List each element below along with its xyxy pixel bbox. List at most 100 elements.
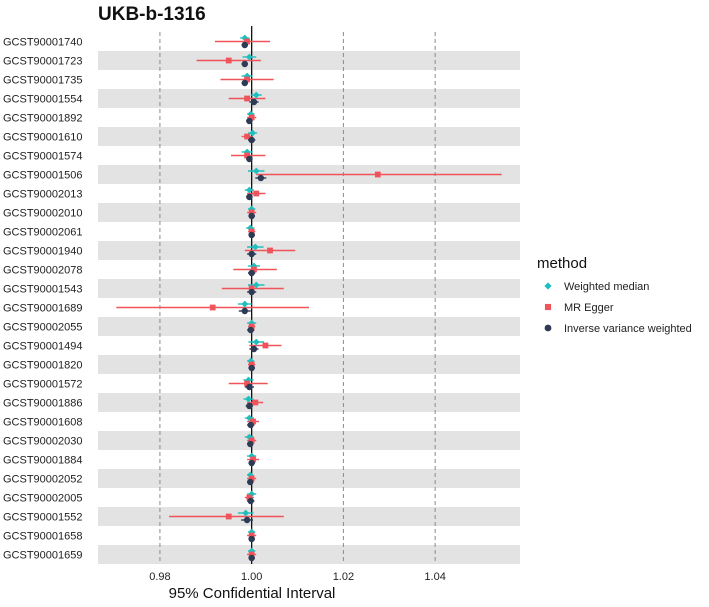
y-tick-label: GCST90002061 (3, 227, 83, 239)
y-tick-label: GCST90001552 (3, 512, 83, 524)
legend-item: Weighted median (544, 281, 649, 293)
y-tick-label: GCST90001723 (3, 56, 83, 68)
mr-egger-point (209, 304, 216, 311)
mr-egger-point (244, 76, 250, 83)
x-tick-labels: 0.98 1.00 1.02 1.04 (149, 571, 446, 583)
y-tick-label: GCST90002005 (3, 493, 83, 505)
weighted-median-point (245, 433, 253, 441)
mr-egger-point (251, 266, 257, 273)
y-tick-label: GCST90001610 (3, 132, 83, 144)
inverse-variance-weighted-point (250, 345, 258, 353)
y-tick-label: GCST90001735 (3, 75, 83, 87)
y-tick-label: GCST90001689 (3, 303, 83, 315)
weighted-median-point (252, 167, 260, 175)
inverse-variance-weighted-point (246, 402, 253, 410)
point-estimates (209, 34, 381, 562)
chart-title: UKB-b-1316 (98, 4, 206, 25)
y-tick-label: GCST90001494 (3, 341, 83, 353)
inverse-variance-weighted-point (248, 212, 255, 220)
row-stripe (98, 317, 520, 336)
inverse-variance-weighted-point (248, 554, 255, 562)
mr-egger-point (248, 361, 255, 368)
weighted-median-point (252, 91, 260, 99)
row-stripe (98, 89, 520, 108)
inverse-variance-weighted-point (246, 383, 253, 391)
mr-egger-point (248, 285, 255, 292)
inverse-variance-weighted-point (257, 174, 265, 182)
mr-egger-point (244, 38, 250, 45)
mr-egger-point (248, 551, 255, 558)
mr-egger-point (248, 323, 255, 330)
inverse-variance-weighted-point (247, 478, 254, 486)
inverse-variance-weighted-point (248, 136, 255, 144)
inverse-variance-weighted-point (243, 516, 251, 524)
inverse-variance-weighted-point (241, 60, 249, 68)
mr-egger-point (244, 152, 250, 159)
y-tick-label: GCST90002030 (3, 436, 83, 448)
inverse-variance-weighted-point (241, 41, 249, 49)
mr-egger-point (253, 190, 260, 197)
mr-egger-point (250, 456, 256, 463)
y-tick-label: GCST90001892 (3, 113, 83, 125)
mr-egger-point (248, 228, 255, 235)
inverse-variance-weighted-point (248, 288, 255, 296)
inverse-variance-weighted-point (248, 364, 255, 372)
mr-egger-point (244, 133, 250, 140)
mr-egger-point (225, 513, 232, 520)
weighted-median-point (245, 376, 252, 384)
weighted-median-point (245, 186, 253, 194)
inverse-variance-weighted-point (248, 250, 255, 258)
legend-item: MR Egger (544, 302, 614, 314)
weighted-median-point (248, 452, 256, 460)
mr-egger-point (225, 57, 232, 64)
y-tick-label: GCST90002010 (3, 208, 83, 220)
mr-egger-point (248, 114, 255, 121)
weighted-median-point (248, 319, 256, 327)
row-stripe (98, 203, 520, 222)
y-tick-label: GCST90001608 (3, 417, 83, 429)
legend-label: Weighted median (564, 281, 649, 293)
row-stripe (98, 507, 520, 526)
y-tick-label: GCST90001659 (3, 550, 83, 562)
inverse-variance-weighted-point (246, 155, 253, 163)
mr-egger-point (267, 247, 273, 254)
y-tick-label: GCST90002052 (3, 474, 83, 486)
inverse-variance-weighted-point (247, 421, 254, 429)
legend-key-diamond (544, 282, 552, 290)
y-tick-label: GCST90001740 (3, 37, 83, 49)
row-stripe (98, 545, 520, 564)
inverse-variance-weighted-point (241, 307, 249, 315)
y-tick-label: GCST90001506 (3, 170, 83, 182)
weighted-median-point (250, 262, 258, 270)
legend-key-square (544, 303, 552, 311)
inverse-variance-weighted-point (248, 231, 255, 239)
y-tick-label: GCST90002013 (3, 189, 83, 201)
weighted-median-point (245, 53, 253, 61)
inverse-variance-weighted-point (247, 440, 254, 448)
y-tick-label: GCST90001820 (3, 360, 83, 372)
y-tick-label: GCST90002055 (3, 322, 83, 334)
mr-egger-point (250, 418, 256, 425)
y-tick-label: GCST90001658 (3, 531, 83, 543)
row-stripe (98, 393, 520, 412)
weighted-median-point (242, 509, 250, 517)
x-tick-label: 1.02 (333, 571, 354, 583)
y-tick-label: GCST90001543 (3, 284, 83, 296)
legend-label: Inverse variance weighted (564, 323, 692, 335)
row-stripe (98, 469, 520, 488)
y-tick-label: GCST90001884 (3, 455, 83, 467)
x-tick-label: 1.00 (241, 571, 262, 583)
inverse-variance-weighted-point (247, 326, 254, 334)
mr-egger-point (374, 171, 381, 178)
weighted-median-point (252, 281, 260, 289)
mr-egger-point (248, 532, 255, 539)
mr-egger-point (244, 95, 250, 102)
y-tick-label: GCST90001940 (3, 246, 83, 258)
inverse-variance-weighted-point (250, 98, 258, 106)
y-tick-label: GCST90001572 (3, 379, 83, 391)
weighted-median-point (251, 243, 259, 251)
weighted-median-point (252, 338, 260, 346)
mr-egger-point (246, 494, 253, 501)
inverse-variance-weighted-point (246, 193, 253, 201)
